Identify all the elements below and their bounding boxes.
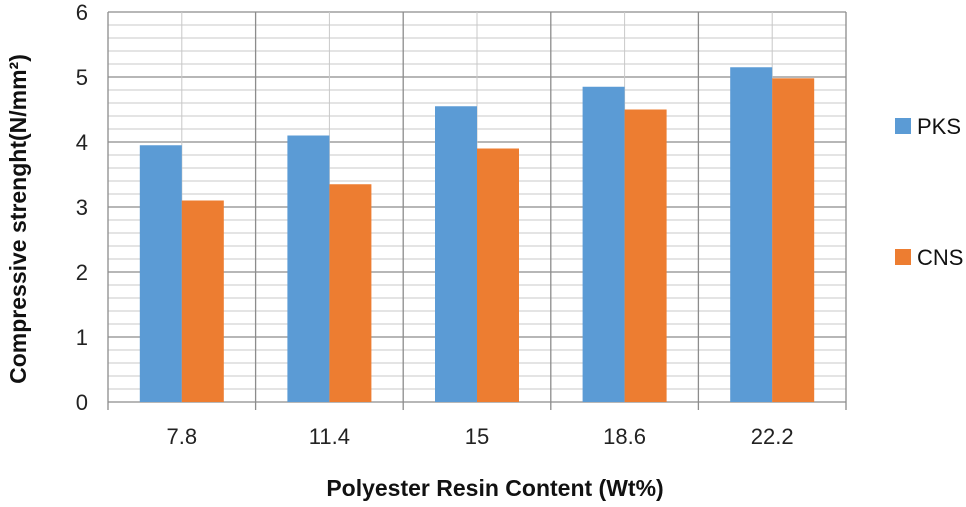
y-tick-label: 3	[76, 195, 88, 220]
bar-pks-11.4	[287, 135, 330, 402]
bar-cns-7.8	[181, 200, 224, 402]
x-axis-title: Polyester Resin Content (Wt%)	[326, 475, 663, 501]
bar-cns-15	[477, 148, 519, 402]
legend-label-cns: CNS	[917, 245, 963, 270]
bar-cns-18.6	[624, 109, 667, 402]
bar-pks-7.8	[139, 145, 182, 402]
bar-cns-11.4	[329, 184, 372, 402]
x-tick-label: 11.4	[309, 424, 350, 449]
legend-swatch-pks	[895, 118, 911, 134]
bar-pks-22.2	[730, 67, 773, 402]
y-tick-label: 0	[76, 390, 88, 415]
bar-cns-22.2	[772, 78, 815, 403]
x-tick-label: 15	[465, 424, 489, 449]
legend-label-pks: PKS	[917, 114, 961, 139]
x-tick-label: 22.2	[751, 424, 794, 449]
y-tick-label: 5	[76, 65, 88, 90]
bar-pks-18.6	[582, 86, 625, 402]
y-tick-label: 1	[76, 325, 88, 350]
y-tick-label: 4	[76, 130, 88, 155]
y-tick-label: 2	[76, 260, 88, 285]
y-axis-title: Compressive strenght(N/mm²)	[5, 54, 31, 384]
bar-pks-15	[435, 106, 477, 402]
y-tick-label: 6	[76, 0, 88, 25]
legend-swatch-cns	[895, 249, 911, 265]
x-tick-label: 7.8	[167, 424, 198, 449]
x-tick-label: 18.6	[603, 424, 646, 449]
